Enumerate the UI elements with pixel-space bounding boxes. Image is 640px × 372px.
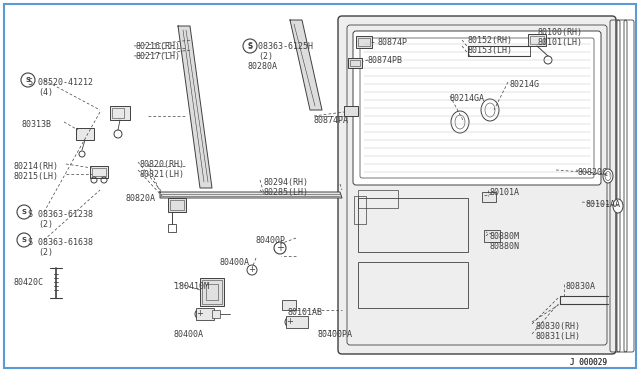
Text: 80874PB: 80874PB <box>368 56 403 65</box>
Text: 80820(RH): 80820(RH) <box>140 160 185 169</box>
Text: 80880N: 80880N <box>490 242 520 251</box>
Bar <box>112 108 124 118</box>
Bar <box>200 278 224 306</box>
Text: S: S <box>26 77 31 83</box>
Bar <box>354 196 366 224</box>
Bar <box>212 310 220 318</box>
Text: S 08363-61638: S 08363-61638 <box>28 238 93 247</box>
Ellipse shape <box>481 99 499 121</box>
Bar <box>168 198 186 212</box>
Text: 80821(LH): 80821(LH) <box>140 170 185 179</box>
Text: S 08363-61238: S 08363-61238 <box>28 210 93 219</box>
Bar <box>92 168 106 176</box>
Text: 80214(RH): 80214(RH) <box>14 162 59 171</box>
Text: S: S <box>22 209 26 215</box>
Bar <box>286 316 308 328</box>
Text: 80216(RH): 80216(RH) <box>136 42 181 51</box>
Text: 80400P: 80400P <box>256 236 286 245</box>
Bar <box>206 284 218 300</box>
Text: 80217(LH): 80217(LH) <box>136 52 181 61</box>
Text: (2): (2) <box>258 52 273 61</box>
Bar <box>348 58 362 68</box>
Text: 80285(LH): 80285(LH) <box>264 188 309 197</box>
Text: J 000029: J 000029 <box>570 358 607 367</box>
Text: 80830(RH): 80830(RH) <box>535 322 580 331</box>
FancyBboxPatch shape <box>338 16 616 354</box>
Bar <box>282 300 296 310</box>
Bar <box>344 106 358 116</box>
Text: 80400PA: 80400PA <box>318 330 353 339</box>
Ellipse shape <box>603 169 613 183</box>
Bar <box>358 262 468 308</box>
Text: 80101AA: 80101AA <box>585 200 620 209</box>
Text: 80152(RH): 80152(RH) <box>468 36 513 45</box>
Bar <box>202 280 222 304</box>
Text: 80820C: 80820C <box>578 168 608 177</box>
Polygon shape <box>290 20 322 110</box>
Text: 80874PA: 80874PA <box>314 116 349 125</box>
Bar <box>196 308 214 320</box>
Text: 80214GA: 80214GA <box>450 94 485 103</box>
Text: (2): (2) <box>38 248 53 257</box>
Text: 80100(RH): 80100(RH) <box>538 28 583 37</box>
Text: S 08520-41212: S 08520-41212 <box>28 78 93 87</box>
Bar <box>356 36 372 48</box>
Ellipse shape <box>451 111 469 133</box>
Text: 80831(LH): 80831(LH) <box>535 332 580 341</box>
Text: 80153(LH): 80153(LH) <box>468 46 513 55</box>
Bar <box>168 224 176 232</box>
Text: 80215(LH): 80215(LH) <box>14 172 59 181</box>
Text: 80420C: 80420C <box>14 278 44 287</box>
FancyBboxPatch shape <box>353 31 601 185</box>
Text: 80880M: 80880M <box>490 232 520 241</box>
Text: S 08363-6125H: S 08363-6125H <box>248 42 313 51</box>
Text: +: + <box>196 310 204 318</box>
Bar <box>482 192 496 202</box>
Text: 80101A: 80101A <box>490 188 520 197</box>
Bar <box>358 198 468 252</box>
Polygon shape <box>178 26 212 188</box>
Text: 80294(RH): 80294(RH) <box>264 178 309 187</box>
Bar <box>76 128 94 140</box>
Bar <box>528 34 546 46</box>
Bar <box>484 230 500 242</box>
Text: 80874P: 80874P <box>378 38 408 47</box>
Text: (2): (2) <box>38 220 53 229</box>
Text: +: + <box>248 266 255 275</box>
Polygon shape <box>160 192 342 198</box>
Text: (4): (4) <box>38 88 53 97</box>
Text: 80280A: 80280A <box>248 62 278 71</box>
Text: +: + <box>276 243 284 253</box>
Text: 80313B: 80313B <box>22 120 52 129</box>
Bar <box>350 60 360 66</box>
Text: 80400A: 80400A <box>220 258 250 267</box>
Text: S: S <box>248 43 253 49</box>
Bar <box>358 38 370 46</box>
Text: J 000029: J 000029 <box>570 358 607 367</box>
Bar <box>358 190 398 208</box>
Text: 80101(LH): 80101(LH) <box>538 38 583 47</box>
Text: 80830A: 80830A <box>566 282 596 291</box>
Bar <box>530 36 544 44</box>
Text: 80820A: 80820A <box>126 194 156 203</box>
Ellipse shape <box>613 199 623 213</box>
Bar <box>170 200 184 210</box>
Text: +: + <box>287 317 293 327</box>
Text: 80214G: 80214G <box>510 80 540 89</box>
Bar <box>110 106 130 120</box>
Text: S: S <box>22 237 26 243</box>
Text: 80400A: 80400A <box>174 330 204 339</box>
Text: 180410M: 180410M <box>174 282 209 291</box>
Bar <box>90 166 108 178</box>
Text: 80101AB: 80101AB <box>288 308 323 317</box>
